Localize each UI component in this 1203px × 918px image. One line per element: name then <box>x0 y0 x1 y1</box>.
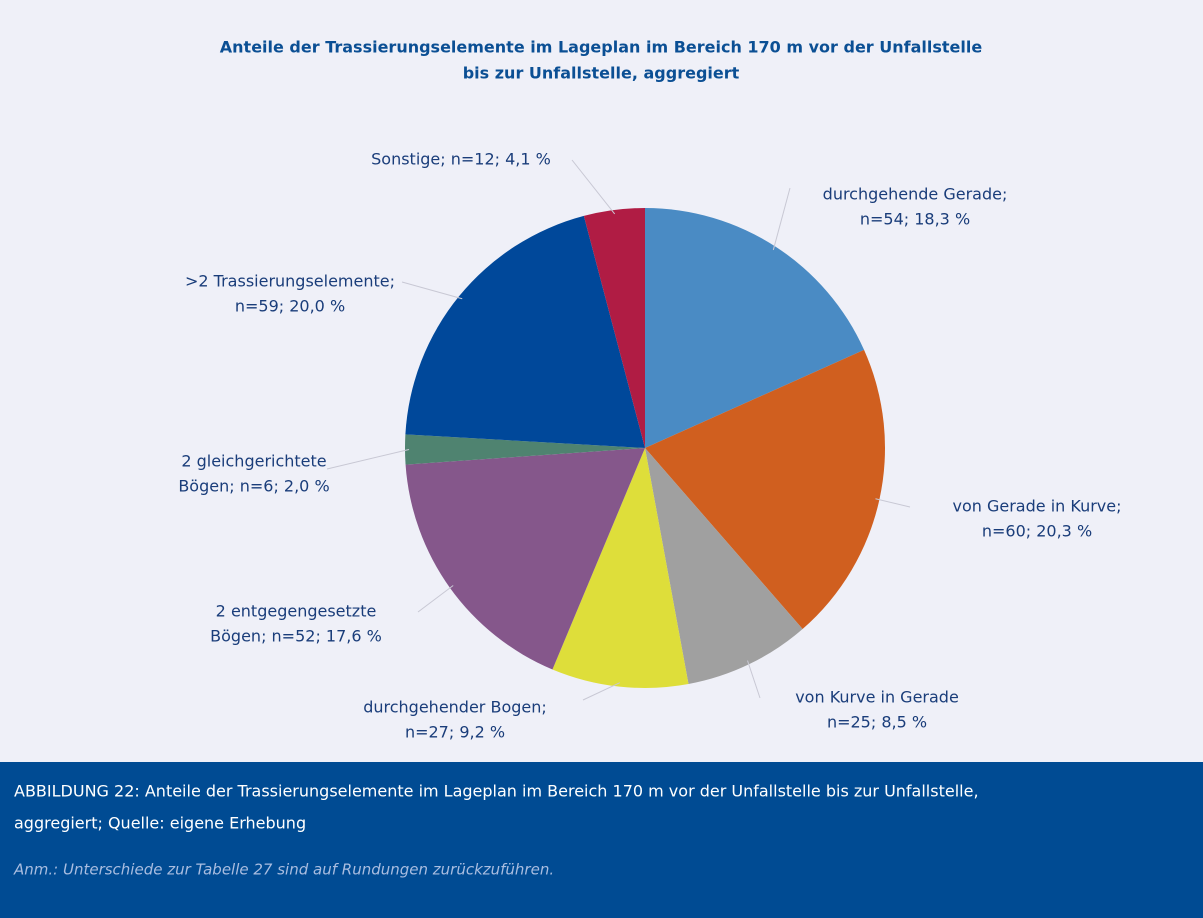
data-label: n=54; 18,3 % <box>860 210 970 229</box>
data-label: durchgehender Bogen; <box>363 698 547 717</box>
data-label: n=60; 20,3 % <box>982 522 1092 541</box>
data-label: durchgehende Gerade; <box>823 185 1008 204</box>
data-label: Sonstige; n=12; 4,1 % <box>371 150 551 169</box>
pie-slice <box>645 349 885 630</box>
pie-slice <box>405 215 645 448</box>
pie-slice <box>645 208 865 448</box>
caption: ABBILDUNG 22: Anteile der Trassierungsel… <box>14 782 979 801</box>
data-label: >2 Trassierungselemente; <box>185 272 395 291</box>
data-label: n=27; 9,2 % <box>405 723 505 742</box>
caption: aggregiert; Quelle: eigene Erhebung <box>14 814 306 833</box>
leader-line <box>326 448 410 470</box>
chart-title: Anteile der Trassierungselemente im Lage… <box>220 38 983 57</box>
pie-slice <box>645 448 803 685</box>
chart-title: bis zur Unfallstelle, aggregiert <box>463 64 740 83</box>
data-label: 2 entgegengesetzte <box>216 602 377 621</box>
leader-line <box>875 498 911 508</box>
data-label: von Kurve in Gerade <box>795 688 959 707</box>
data-label: von Gerade in Kurve; <box>953 497 1122 516</box>
leader-line <box>571 159 616 215</box>
leader-line <box>417 585 454 613</box>
leader-line <box>772 187 791 251</box>
data-label: n=59; 20,0 % <box>235 297 345 316</box>
leader-line <box>747 660 761 699</box>
pie-slice <box>552 448 689 688</box>
pie-slice <box>583 208 645 448</box>
caption-background <box>0 762 1203 918</box>
caption-note: Anm.: Unterschiede zur Tabelle 27 sind a… <box>13 861 554 879</box>
data-label: Bögen; n=6; 2,0 % <box>178 477 329 496</box>
data-label: n=25; 8,5 % <box>827 713 927 732</box>
leader-line <box>582 682 621 701</box>
leader-line <box>401 281 463 300</box>
data-label: Bögen; n=52; 17,6 % <box>210 627 382 646</box>
pie-slice <box>405 448 645 670</box>
pie-slice <box>405 434 645 465</box>
data-label: 2 gleichgerichtete <box>181 452 326 471</box>
